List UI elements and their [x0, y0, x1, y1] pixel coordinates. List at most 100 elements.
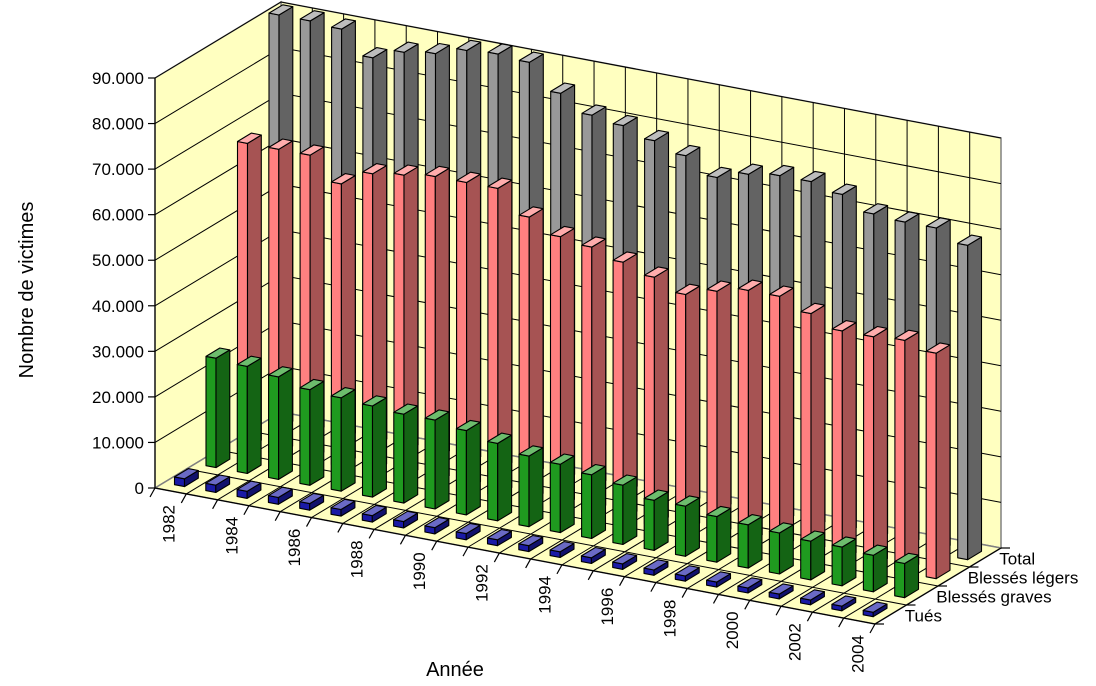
y-axis-title: Nombre de victimes	[16, 202, 38, 379]
bar-tués-1990	[424, 516, 450, 535]
bar-blessés-légers-1989	[456, 171, 482, 491]
floor-gridline-z	[186, 468, 907, 606]
bar-blessés-légers-2003	[894, 329, 920, 574]
x-tick-label: 1984	[222, 517, 241, 555]
bar-blessés-graves-2002	[831, 536, 857, 587]
x-tick-label: 1990	[410, 552, 429, 590]
bar-total-2004	[957, 234, 983, 561]
x-tick-mark	[243, 505, 250, 516]
bar-tués-1989	[393, 510, 419, 529]
x-tick-mark	[180, 493, 187, 504]
bar-blessés-légers-2000	[800, 302, 826, 556]
y-tick-label: 20.000	[92, 388, 144, 407]
bar-blessés-graves-1988	[393, 403, 419, 504]
bar-tués-1996	[612, 553, 638, 570]
x-tick-label: 1994	[535, 576, 554, 614]
bar-blessés-graves-1996	[643, 489, 669, 551]
x-tick-mark	[337, 523, 344, 533]
chart-bars	[173, 4, 983, 618]
bar-tués-2004	[862, 601, 888, 618]
bar-blessés-légers-1992	[549, 225, 575, 509]
x-tick-mark	[681, 588, 688, 598]
bar-blessés-graves-1986	[330, 387, 356, 492]
chart-axes	[148, 77, 1010, 634]
x-tick-mark	[587, 570, 594, 581]
x-tick-label: 2002	[786, 623, 805, 661]
bar-tués-2000	[737, 577, 763, 594]
bar-tués-1992	[486, 528, 512, 547]
y-tick-label: 50.000	[92, 251, 144, 270]
x-tick-mark	[775, 605, 782, 616]
series-label: Total	[999, 550, 1035, 569]
x-tick-mark	[368, 529, 375, 539]
bar-tués-1985	[267, 486, 293, 505]
bar-blessés-graves-1989	[424, 409, 450, 510]
bar-blessés-graves-1997	[674, 495, 700, 557]
bar-blessés-graves-1993	[549, 453, 575, 534]
bar-blessés-graves-1990	[455, 419, 481, 516]
bar-tués-2003	[831, 595, 857, 612]
bar-blessés-légers-1987	[393, 164, 419, 479]
bar-blessés-graves-1982	[205, 347, 231, 469]
bar-blessés-graves-1984	[268, 366, 293, 480]
bar-blessés-graves-1999	[737, 514, 763, 569]
bar-blessés-légers-1994	[612, 251, 638, 521]
bar-tués-2002	[800, 589, 825, 606]
x-tick-mark	[838, 617, 845, 628]
x-tick-label: 1992	[473, 564, 492, 602]
x-tick-label: 1982	[160, 505, 179, 543]
x-tick-mark	[744, 600, 751, 610]
bar-tués-1999	[706, 571, 732, 588]
bar-tués-1997	[643, 559, 669, 576]
y-tick-label: 40.000	[92, 297, 144, 316]
bar-tués-1998	[674, 565, 700, 582]
x-tick-mark	[274, 511, 281, 521]
bar-blessés-graves-1994	[581, 463, 607, 540]
bar-blessés-graves-1998	[706, 505, 732, 563]
bar-blessés-graves-1985	[299, 378, 325, 486]
x-tick-label: 1996	[598, 588, 617, 626]
x-tick-mark	[149, 487, 156, 498]
bar-blessés-graves-2001	[800, 530, 826, 581]
bar-tués-1995	[580, 546, 606, 565]
x-tick-mark	[712, 594, 720, 604]
y-tick-label: 0	[135, 479, 144, 498]
x-tick-mark	[619, 576, 626, 586]
chart-labels: 0 10.000 20.000 30.000 40.000 50.000 60.000 70.…	[16, 69, 1078, 681]
y-tick-label: 70.000	[92, 160, 144, 179]
bar-blessés-graves-1992	[518, 445, 544, 528]
bar-blessés-légers-2004	[925, 342, 951, 580]
x-tick-label: 2004	[848, 635, 867, 673]
x-tick-mark	[525, 558, 532, 569]
x-tick-mark	[431, 540, 438, 551]
series-label: Blessés légers	[968, 569, 1079, 588]
bar-tués-1993	[518, 534, 544, 553]
bar-tués-1983	[205, 474, 231, 494]
bar-blessés-légers-1998	[737, 279, 763, 544]
bar-blessés-graves-2004	[894, 552, 920, 599]
x-tick-label: 1988	[348, 540, 367, 578]
bar-tués-1984	[236, 480, 262, 499]
bar-blessés-légers-1996	[675, 283, 701, 532]
y-tick-label: 80.000	[92, 115, 144, 134]
x-tick-mark	[650, 582, 657, 592]
bar-tués-1994	[549, 541, 575, 559]
bar-blessés-graves-1991	[487, 432, 513, 522]
series-label: Blessés graves	[936, 588, 1051, 607]
x-axis-line	[154, 487, 876, 625]
bar-blessés-graves-1983	[236, 355, 262, 475]
bar-tués-1988	[361, 504, 387, 523]
series-label: Tués	[905, 607, 942, 626]
y-tick-label: 30.000	[92, 342, 144, 361]
x-tick-mark	[212, 499, 219, 510]
x-tick-mark	[305, 517, 313, 527]
bar-blessés-graves-1987	[361, 395, 387, 498]
y-tick-label: 60.000	[92, 206, 144, 225]
bar-blessés-légers-1990	[487, 177, 513, 497]
bar-tués-1982	[173, 468, 199, 488]
bar-blessés-légers-2002	[863, 325, 888, 568]
y-tick-label: 10.000	[92, 433, 144, 452]
bar-blessés-légers-1997	[706, 280, 732, 538]
x-tick-label: 1986	[285, 529, 304, 567]
